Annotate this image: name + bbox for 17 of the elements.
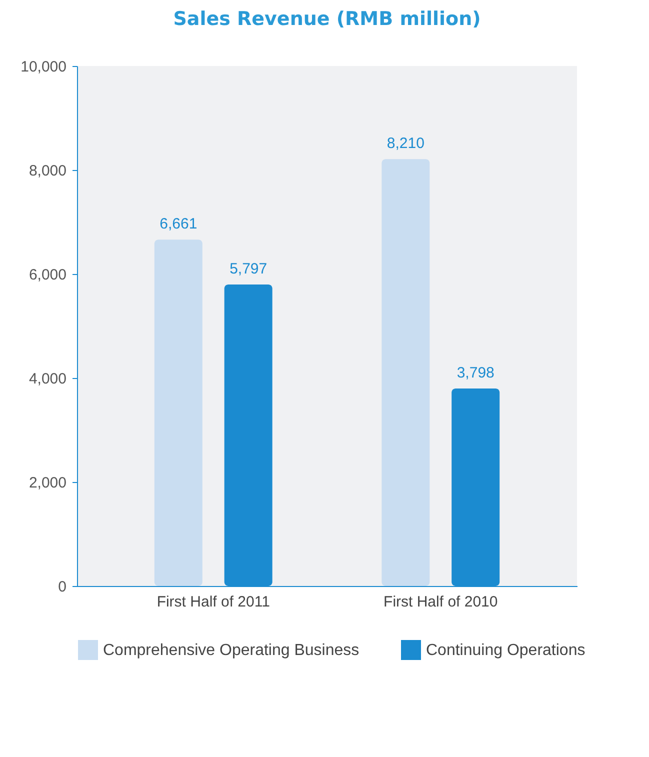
x-tick-label: First Half of 2010 xyxy=(384,594,498,610)
data-label: 3,798 xyxy=(456,364,494,382)
chart-title: Sales Revenue (RMB million) xyxy=(173,8,481,30)
y-tick-label: 4,000 xyxy=(28,370,66,388)
data-label: 5,797 xyxy=(230,260,268,278)
bar xyxy=(154,240,202,586)
data-label: 6,661 xyxy=(160,216,198,233)
data-label: 8,210 xyxy=(386,135,424,152)
legend-label: Comprehensive Operating Business xyxy=(103,642,360,659)
y-tick-label: 10,000 xyxy=(20,58,66,76)
y-tick-label: 6,000 xyxy=(28,266,66,284)
x-tick-label: First Half of 2011 xyxy=(156,594,270,610)
legend-label: Continuing Operations xyxy=(426,642,586,659)
y-tick-label: 8,000 xyxy=(28,162,66,180)
bar xyxy=(382,159,430,586)
y-tick-label: 0 xyxy=(58,578,66,596)
y-tick-label: 2,000 xyxy=(28,474,66,492)
